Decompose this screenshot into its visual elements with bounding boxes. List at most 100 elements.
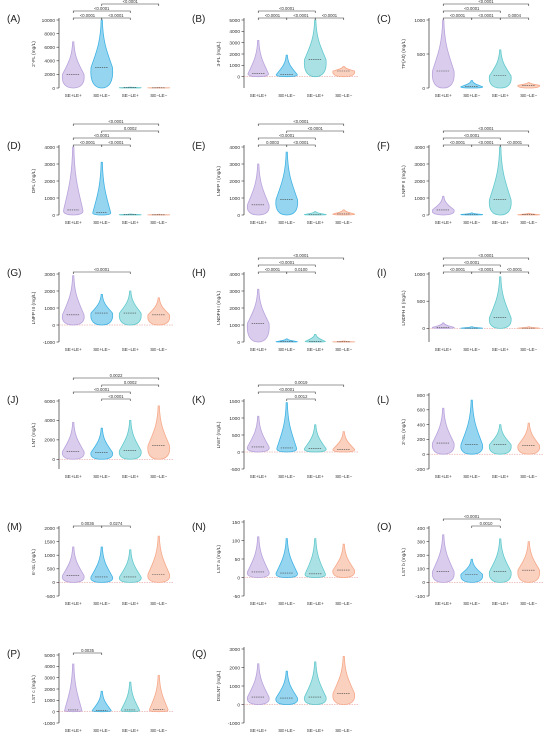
significance-bracket: [442, 17, 473, 20]
violin-2: [90, 546, 114, 583]
violin-4: [332, 340, 356, 343]
y-tick-label: 1000: [44, 306, 55, 312]
violin-3: [120, 681, 140, 713]
p-value-label: <0.0001: [265, 267, 281, 272]
p-value-label: 0.0019: [295, 380, 308, 385]
x-tick-label: SE−LE−: [335, 347, 352, 352]
y-tick-label: 2000: [44, 289, 55, 295]
violin-3: [303, 19, 327, 78]
violin-4: [517, 326, 541, 329]
y-tick-label: 5000: [229, 18, 240, 24]
violin-3: [303, 211, 327, 216]
violin-2: [275, 538, 298, 578]
y-axis-label: DSLNT (mg/L): [216, 670, 222, 701]
significance-bracket: [101, 130, 160, 133]
panel-letter: (O): [377, 522, 391, 533]
significance-bracket: [72, 10, 131, 13]
violin-3: [488, 146, 512, 216]
y-axis-label: LNFP II (mg/L): [401, 165, 407, 197]
y-tick-label: -500: [45, 594, 55, 600]
panel-letter: (Q): [192, 649, 206, 660]
panel-letter: (C): [377, 14, 391, 25]
panel-letter: (M): [7, 522, 22, 533]
y-tick-label: -50: [233, 594, 240, 600]
y-tick-label: 1000: [229, 684, 240, 690]
violin-4: [517, 422, 541, 455]
y-tick-label: 1000: [229, 63, 240, 69]
p-value-label: 0.0010: [480, 521, 493, 526]
chart-panel-2: (B) 0 1000 2000 3000 4000 5000 3-FL (mg/L) SE+LE…: [192, 6, 358, 98]
p-value-label: <0.0001: [464, 514, 480, 519]
y-tick-label: 4000: [44, 59, 55, 65]
x-tick-label: SE−LE−: [335, 220, 352, 225]
p-value-label: <0.0001: [478, 13, 494, 18]
chart-panel-12: (L) -200 0 200 400 600 800 3'-SL (mg/L) SE+LE+ SE…: [377, 393, 543, 479]
violin-2: [275, 54, 298, 78]
y-tick-label: 6000: [44, 45, 55, 51]
significance-bracket: [499, 271, 530, 274]
p-value-label: 0.0022: [110, 373, 123, 378]
x-tick-label: SE−LE−: [520, 474, 537, 479]
y-axis-label: LNFP III (mg/L): [31, 291, 37, 324]
x-tick-label: SE−LE+: [492, 601, 509, 606]
y-tick-label: 1500: [229, 399, 240, 405]
x-tick-label: SE−LE−: [150, 220, 167, 225]
y-tick-label: 50: [235, 557, 241, 563]
p-value-label: <0.0001: [279, 133, 295, 138]
y-tick-label: 0: [52, 457, 55, 463]
violin-2: [91, 690, 112, 713]
significance-bracket: [442, 130, 530, 133]
x-tick-label: SE+LE+: [65, 474, 82, 479]
x-tick-label: SE+LE+: [65, 347, 82, 352]
violin-4: [147, 213, 171, 216]
panel-letter: (J): [7, 395, 19, 406]
significance-bracket: [101, 384, 160, 387]
y-tick-label: 0: [237, 213, 240, 219]
y-tick-label: 3000: [44, 162, 55, 168]
y-tick-label: 300: [417, 539, 425, 545]
panel-letter: (P): [7, 649, 20, 660]
violin-4: [332, 209, 356, 216]
chart-panel-16: (P) -1000 0 1000 2000 3000 4000 5000 LST c (mg/L…: [7, 648, 173, 733]
p-value-label: <0.0001: [80, 140, 96, 145]
p-value-label: <0.0001: [478, 140, 494, 145]
p-value-label: <0.0001: [478, 267, 494, 272]
violin-3: [303, 424, 327, 453]
y-tick-label: 0: [237, 575, 240, 581]
violin-2: [90, 294, 114, 326]
p-value-label: <0.0001: [279, 387, 295, 392]
significance-bracket: [257, 10, 316, 13]
x-tick-label: SE+LE+: [65, 220, 82, 225]
y-tick-label: 400: [417, 526, 425, 532]
violin-2: [460, 399, 484, 455]
chart-panel-14: (N) -50 0 50 100 150 LST a (mg/L) SE+LE+ SE+LE− S…: [192, 520, 358, 606]
violin-3: [488, 538, 512, 583]
p-value-label: <0.0001: [478, 253, 494, 258]
y-tick-label: 1000: [414, 196, 425, 202]
significance-bracket: [72, 137, 131, 140]
y-tick-label: 1000: [414, 272, 425, 278]
violin-3: [118, 549, 142, 583]
violin-1: [246, 415, 270, 453]
significance-bracket: [471, 17, 501, 20]
violin-3: [303, 661, 327, 705]
violin-4: [332, 431, 356, 453]
violin-2: [90, 19, 114, 89]
y-tick-label: 3000: [44, 272, 55, 278]
violin-3: [304, 333, 326, 343]
x-tick-label: SE+LE−: [278, 474, 295, 479]
chart-panel-11: (K) -500 0 500 1000 1500 LNnT (mg/L) SE+LE+ SE+L…: [192, 380, 358, 479]
violin-1: [431, 19, 455, 89]
violin-4: [147, 87, 171, 89]
x-tick-label: SE+LE−: [278, 93, 295, 98]
p-value-label: 0.0004: [508, 13, 521, 18]
significance-bracket: [471, 525, 501, 528]
y-tick-label: 0: [422, 86, 425, 92]
y-tick-label: 0: [52, 86, 55, 92]
significance-bracket: [442, 257, 530, 260]
y-tick-label: -100: [415, 594, 425, 600]
significance-bracket: [257, 391, 316, 394]
p-value-label: <0.0001: [507, 140, 523, 145]
violin-1: [431, 322, 455, 329]
violin-3: [488, 424, 512, 455]
